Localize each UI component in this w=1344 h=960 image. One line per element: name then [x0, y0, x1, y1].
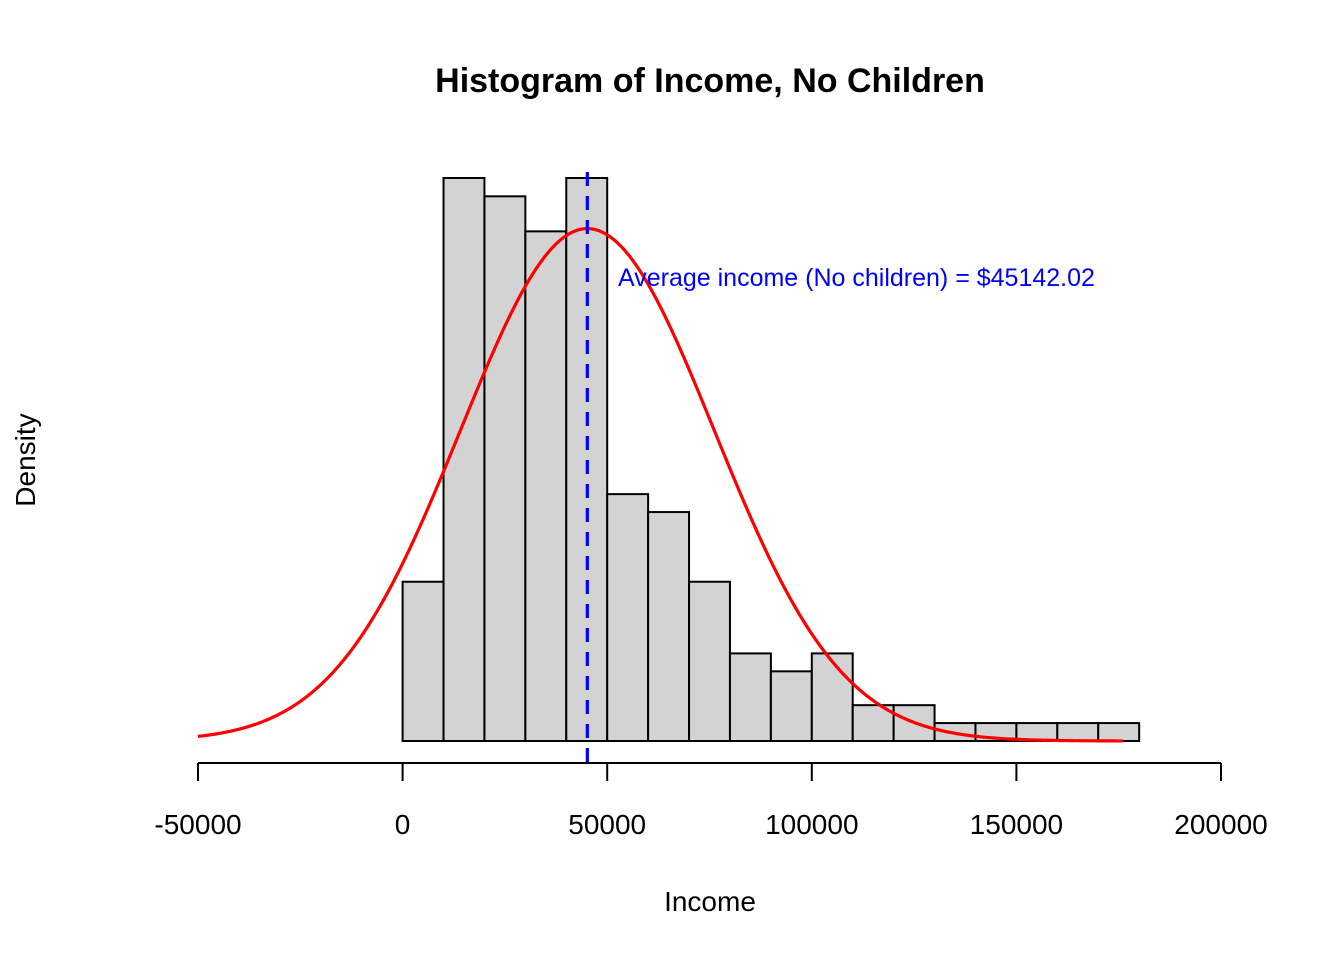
x-tick-label: 50000: [568, 809, 646, 840]
histogram-bars: [401, 177, 1141, 743]
histogram-bar: [769, 670, 813, 742]
histogram-bar: [401, 580, 445, 742]
histogram-bar: [810, 652, 854, 743]
histogram-bar: [1097, 722, 1141, 743]
chart-title: Histogram of Income, No Children: [435, 62, 985, 100]
histogram-bar: [1056, 722, 1100, 743]
normal-density-curve: [197, 227, 1123, 743]
x-axis-label: Income: [664, 886, 756, 917]
mean-annotation: Average income (No children) = $45142.02: [618, 264, 1095, 292]
y-axis-label: Density: [10, 413, 41, 506]
x-axis: -50000 0 50000 100000 150000 200000: [154, 762, 1268, 840]
histogram-bar: [524, 230, 568, 742]
histogram-bar: [606, 493, 650, 742]
x-tick-label: 0: [395, 809, 411, 840]
histogram-bar: [442, 177, 486, 742]
histogram-bar: [688, 580, 731, 742]
x-tick-label: 200000: [1174, 809, 1267, 840]
x-tick-label: 150000: [970, 809, 1063, 840]
x-tick-label: -50000: [154, 809, 241, 840]
histogram-bar: [483, 195, 527, 742]
x-tick-label: 100000: [765, 809, 858, 840]
histogram-bar: [647, 511, 691, 743]
histogram-bar: [728, 652, 772, 743]
